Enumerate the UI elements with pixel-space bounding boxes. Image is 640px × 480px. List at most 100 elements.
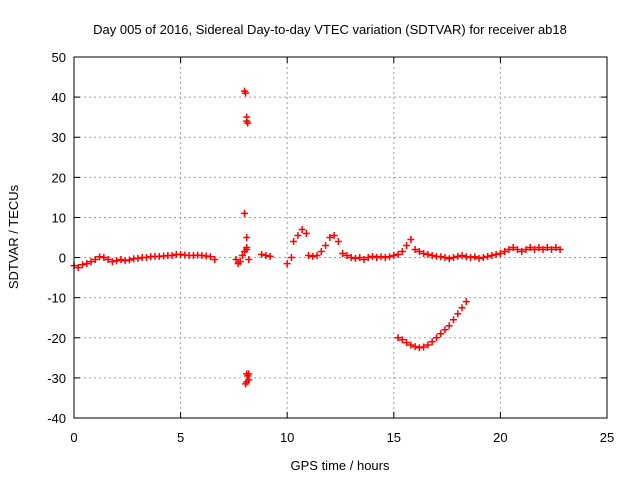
data-point [373,254,381,262]
data-point [242,89,250,97]
data-point [467,254,475,262]
data-point [398,336,406,344]
data-series-bump-15h [398,236,500,263]
data-point [347,254,355,262]
data-point [334,238,342,246]
data-point [356,254,364,262]
data-series-baseline-early [70,250,219,272]
data-point [462,253,470,261]
data-point [552,244,560,252]
data-point [496,250,504,258]
grid [74,57,607,418]
data-point [458,252,466,260]
data-point [125,256,133,264]
data-point [305,252,313,260]
data-point [505,246,513,254]
data-point [302,229,310,237]
data-point [317,248,325,256]
data-point [377,253,385,261]
data-point [428,252,436,260]
data-point [206,253,214,261]
y-tick-label: 30 [52,130,66,145]
data-point [420,343,428,351]
data-point [556,246,564,254]
data-point [543,244,551,252]
data-point [326,234,334,241]
data-point [236,258,244,266]
x-tick-label: 5 [177,430,184,445]
data-point [548,246,556,254]
data-point [471,253,479,261]
data-point [351,254,359,262]
y-axis-label: SDTVAR / TECUs [6,184,21,289]
data-point [245,370,253,378]
data-series-segment-10-15h [283,225,402,268]
data-point [403,242,411,250]
data-point [238,252,246,260]
data-point [394,250,402,258]
data-points [70,87,564,388]
data-series-segment-9h [258,250,274,260]
data-point [108,258,116,266]
data-point [134,254,142,262]
data-point [294,231,302,239]
data-point [437,253,445,261]
y-tick-label: -20 [47,331,66,346]
data-point [424,341,432,349]
data-point [360,256,368,264]
axis-tick-labels: 0 5 10 15 20 25 -40 -30 -20 -10 0 10 20 30 40 50 [47,50,614,445]
data-point [445,255,453,263]
data-point [79,261,87,269]
data-point [83,260,91,268]
x-tick-label: 0 [70,430,77,445]
data-point [441,254,449,262]
data-point [244,119,252,127]
chart-title: Day 005 of 2016, Sidereal Day-to-day VTE… [93,22,567,37]
data-point [74,264,82,272]
y-tick-label: -30 [47,371,66,386]
data-series-spike-8h [232,87,253,388]
data-point [479,254,487,262]
data-point [283,260,291,268]
data-point [420,250,428,258]
data-point [432,334,440,342]
data-point [96,253,104,261]
data-point [411,343,419,351]
data-point [287,254,295,262]
data-point [411,246,419,254]
y-tick-label: 20 [52,170,66,185]
data-point [117,256,125,264]
data-point [501,248,509,256]
data-point [415,248,423,256]
data-point [424,250,432,258]
data-point [513,246,521,254]
data-point [364,254,372,262]
y-tick-label: -40 [47,411,66,426]
data-point [492,250,500,258]
axis-ticks [73,56,608,419]
data-point [531,246,539,254]
data-point [243,234,251,241]
data-point [403,339,411,347]
data-point [368,252,376,260]
data-point [258,250,266,258]
data-point [394,334,402,342]
data-point [462,298,470,306]
data-point [104,256,112,264]
x-axis-label: GPS time / hours [291,458,390,473]
data-point [407,236,415,244]
y-tick-label: -10 [47,291,66,306]
x-tick-label: 10 [280,430,294,445]
data-point [484,252,492,260]
data-point [262,252,270,260]
y-tick-label: 50 [52,50,66,65]
data-point [449,316,457,324]
data-point [245,256,253,264]
data-point [168,252,176,260]
data-point [232,256,240,264]
data-point [488,252,496,260]
data-point [407,341,415,349]
data-point [386,253,394,261]
data-point [522,246,530,254]
data-point [381,254,389,262]
